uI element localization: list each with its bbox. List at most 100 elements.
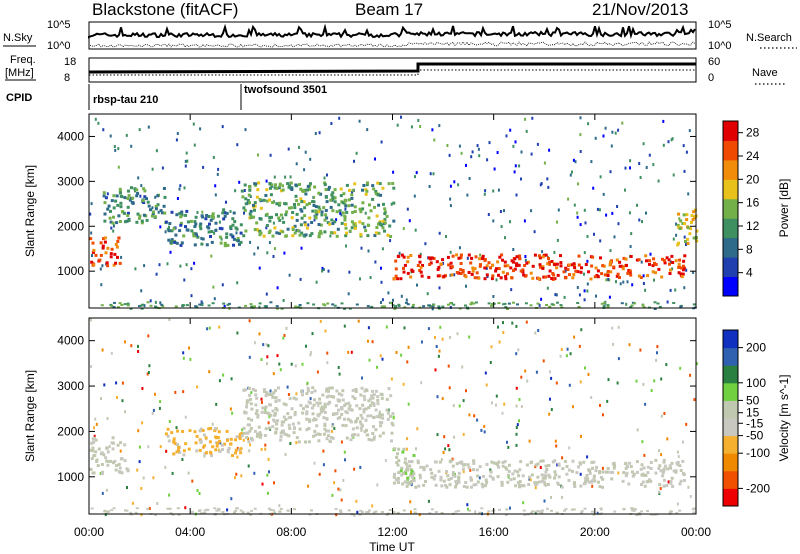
velocity-scatter-point — [663, 412, 666, 415]
velocity-region-4-cell — [658, 483, 662, 487]
power-near-range-point — [620, 302, 624, 305]
power-region-3-cell — [350, 220, 354, 224]
power-region-3-cell — [265, 188, 269, 192]
power-region-4-cell — [432, 257, 436, 260]
velocity-scatter-point — [219, 441, 222, 445]
power-region-1-cell — [141, 199, 145, 203]
velocity-region-4-cell — [410, 460, 414, 464]
power-near-range-point — [275, 307, 279, 310]
power-region-4-cell — [396, 277, 400, 281]
power-region-1-cell — [122, 211, 126, 215]
power-region-4-cell — [601, 264, 605, 268]
power-region-3-cell — [344, 226, 348, 230]
velocity-region-3-cell — [408, 464, 412, 468]
power-scatter-point — [90, 231, 93, 235]
power-region-3-cell — [303, 206, 307, 210]
power-scatter-point — [348, 270, 351, 274]
velocity-region-2-cell — [314, 418, 318, 422]
power-region-4-cell — [490, 277, 494, 281]
velocity-region-2-cell — [284, 418, 288, 421]
velocity-region-4-cell — [662, 460, 666, 464]
velocity-region-2-cell — [325, 417, 329, 420]
power-near-range-point — [126, 304, 130, 307]
power-region-3-cell — [341, 201, 345, 205]
power-region-2-cell — [239, 231, 243, 235]
velocity-near-range-point — [239, 509, 243, 512]
power-region-3-cell — [340, 221, 344, 225]
power-region-4-cell — [515, 262, 519, 266]
velocity-region-4-cell — [678, 482, 682, 486]
velocity-scatter-point — [534, 331, 537, 335]
velocity-scatter-point — [168, 420, 171, 423]
power-near-range-point — [422, 305, 426, 308]
velocity-near-range-point — [278, 510, 282, 513]
power-region-4-cell — [459, 262, 463, 265]
velocity-region-1-cell — [175, 450, 179, 454]
velocity-region-2-cell — [248, 423, 251, 427]
velocity-scatter-point — [555, 381, 558, 385]
velocity-region-2-cell — [305, 392, 309, 395]
velocity-near-range-point — [200, 512, 204, 515]
velocity-scatter-point — [435, 345, 438, 348]
power-region-0-cell — [118, 261, 122, 265]
velocity-region-1-cell — [203, 444, 206, 448]
power-scatter-point — [497, 188, 500, 192]
velocity-scatter-point — [236, 331, 239, 335]
power-scatter-point — [446, 144, 449, 147]
velocity-region-2-cell — [341, 423, 345, 427]
velocity-region-1-cell — [184, 442, 188, 446]
power-scatter-point — [244, 128, 247, 132]
velocity-region-4-cell — [392, 475, 396, 479]
power-region-4-cell — [546, 262, 550, 266]
velocity-region-4-cell — [430, 471, 434, 475]
velocity-region-2-cell — [301, 411, 305, 415]
power-region-3-cell — [293, 206, 297, 210]
power-region-0-cell — [98, 258, 102, 262]
velocity-scatter-point — [659, 487, 662, 490]
velocity-colorbar-color-step — [723, 365, 738, 384]
velocity-region-4-cell — [405, 481, 409, 485]
power-scatter-point — [161, 166, 164, 170]
power-region-4-cell — [555, 262, 559, 266]
power-region-4-cell — [513, 267, 517, 271]
velocity-scatter-point — [253, 341, 256, 345]
power-region-2-cell — [223, 241, 227, 245]
velocity-region-4-cell — [584, 476, 588, 480]
power-scatter-point — [536, 142, 539, 146]
power-region-4-cell — [542, 275, 546, 279]
power-region-2-cell — [194, 215, 198, 219]
velocity-region-2-cell — [250, 418, 254, 422]
power-scatter-point — [402, 227, 405, 231]
power-scatter-point — [415, 171, 418, 175]
velocity-region-4-cell — [490, 460, 494, 464]
velocity-region-2-cell — [387, 387, 391, 391]
velocity-region-1-cell — [172, 439, 176, 443]
power-region-3-cell — [320, 213, 324, 217]
velocity-scatter-point — [164, 465, 167, 469]
power-region-3-cell — [341, 211, 345, 215]
power-scatter-point — [657, 179, 660, 183]
power-region-5-cell — [689, 227, 692, 231]
velocity-scatter-point — [137, 350, 140, 353]
velocity-region-4-cell — [466, 463, 470, 467]
velocity-scatter-point — [140, 513, 143, 517]
velocity-scatter-point — [241, 428, 244, 432]
power-region-3-cell — [310, 232, 314, 236]
power-region-3-cell — [312, 204, 316, 207]
velocity-region-4-cell — [659, 469, 663, 473]
velocity-scatter-point — [392, 415, 395, 419]
velocity-scatter-point — [635, 379, 638, 383]
velocity-region-4-cell — [534, 463, 538, 467]
velocity-region-4-cell — [663, 464, 667, 468]
velocity-region-4-cell — [472, 468, 475, 472]
velocity-region-4-cell — [579, 484, 583, 488]
velocity-region-4-cell — [631, 474, 635, 478]
power-region-4-cell — [489, 266, 492, 270]
velocity-scatter-point — [317, 404, 320, 408]
power-scatter-point — [573, 203, 576, 207]
velocity-near-range-point — [385, 513, 389, 516]
power-region-4-cell — [428, 263, 432, 266]
power-scatter-point — [483, 192, 486, 196]
power-scatter-point — [117, 147, 120, 151]
